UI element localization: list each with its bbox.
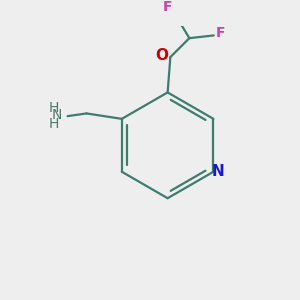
Text: N: N <box>52 108 62 122</box>
Text: F: F <box>163 0 172 14</box>
Text: N: N <box>212 164 225 179</box>
Text: F: F <box>216 26 225 40</box>
Text: O: O <box>156 48 169 63</box>
Text: H: H <box>48 117 59 131</box>
Text: H: H <box>48 101 59 115</box>
